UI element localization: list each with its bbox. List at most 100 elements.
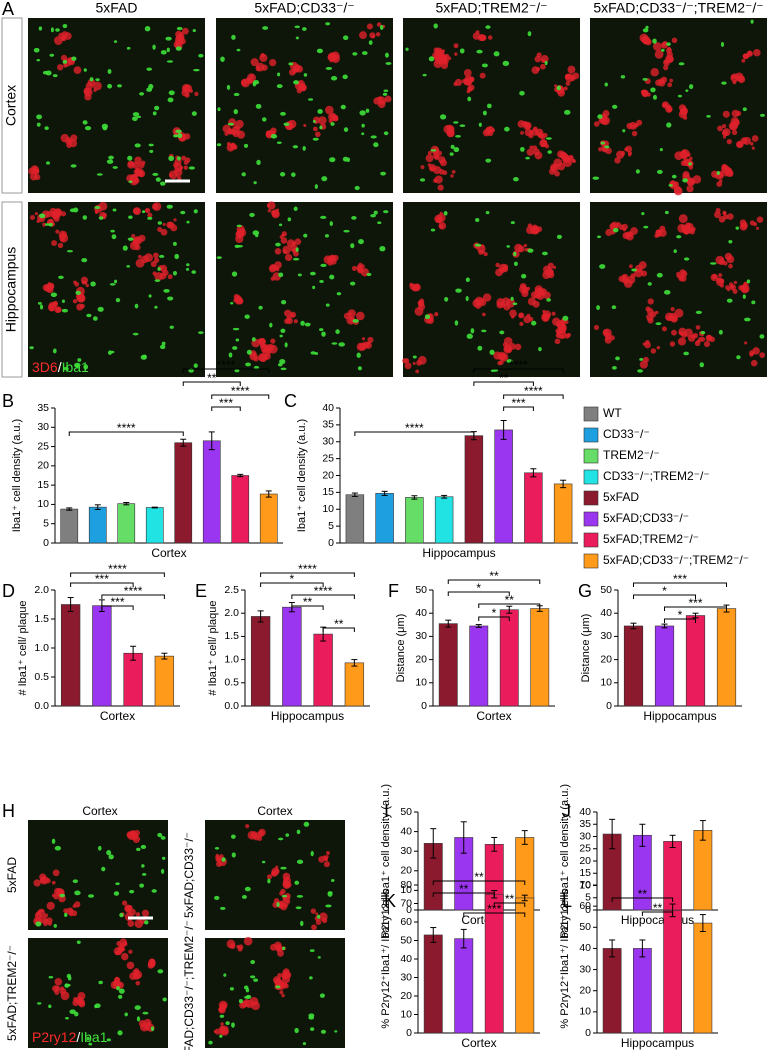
microglia [294,1027,299,1034]
microglia [597,114,603,119]
plaque-spot [678,275,685,282]
microglia [82,120,88,125]
microglia [481,329,487,333]
plaque-spot [731,129,738,136]
microglia [735,226,740,230]
plaque-spot [250,58,259,67]
plaque-spot [303,123,307,127]
bar [553,483,573,544]
plaque-spot [677,337,687,346]
plaque-spot [173,218,177,222]
y-tick-label: 40 [579,806,591,818]
microglia [275,242,281,247]
microglia [596,305,600,311]
plaque-spot [175,30,183,38]
plaque-spot [213,1029,217,1034]
plaque-spot [84,93,92,101]
microglia [412,355,417,359]
plaque-spot [236,944,240,949]
microglia [157,221,162,225]
significance-bracket [182,381,241,386]
microglia [77,358,82,362]
plaque-spot [147,962,155,969]
microglia [124,1012,128,1017]
microglia [113,279,118,284]
microglia [61,299,65,303]
microglia [699,362,704,368]
microglia [251,337,256,342]
microglia [118,988,125,994]
plaque-spot [514,343,522,351]
plaque-spot [78,1000,86,1008]
plaque-spot [638,261,647,270]
column-header: Cortex [82,804,117,818]
plaque-spot [450,174,454,178]
plaque-spot [729,284,734,289]
plaque-spot [229,943,236,950]
plaque-spot [439,211,443,215]
plaque-spot [249,74,254,79]
image-background [590,18,767,193]
plaque-spot [290,313,295,318]
plaque-spot [602,328,612,338]
microglia [504,126,510,132]
legend-label: 5xFAD;CD33⁻/⁻;TREM2⁻/⁻ [603,553,749,567]
microglia [324,234,329,238]
plaque-spot [60,211,67,217]
microglia [48,1004,52,1009]
bar [469,625,489,707]
microglia [229,987,234,991]
y-tick-label: 10 [400,884,412,896]
microglia [276,902,280,907]
plaque-spot [29,173,38,181]
microglia [383,131,389,136]
significance-label: *** [688,596,702,610]
plaque-spot [46,284,51,289]
significance-label: **** [509,358,528,372]
microglia [144,26,151,32]
bar [117,503,136,544]
plaque-spot [742,136,752,145]
plaque-spot [654,233,659,239]
plaque-spot [482,293,492,302]
microglia [383,89,389,92]
microglia [302,1042,307,1046]
plaque-spot [484,127,492,135]
plaque-spot [133,207,142,216]
microglia [742,294,746,299]
plaque-spot [714,211,721,219]
microglia [643,225,649,229]
plaque-spot [614,157,621,164]
significance-bracket [322,627,355,632]
plaque-spot [695,325,701,330]
plaque-spot [517,245,525,253]
microglia [329,274,335,280]
microglia [716,171,720,175]
microglia [168,90,175,96]
plaque-spot [330,113,336,120]
microglia [175,129,182,133]
microglia [118,994,123,999]
microglia [98,845,102,851]
microglia [144,920,149,925]
plaque-spot [47,282,51,286]
y-tick-label: 10 [579,1006,591,1018]
microglia [316,914,321,919]
y-tick-label: 2.0 [34,584,49,596]
microglia [233,92,240,97]
microglia [454,320,459,326]
microglia [219,1014,225,1018]
y-tick-label: 0.0 [224,700,239,712]
significance-bracket [478,603,541,608]
microglia [139,883,145,888]
y-tick-label: 20 [400,865,412,877]
microglia [186,267,190,271]
plaque-spot [628,153,632,157]
microglia [368,40,373,45]
panel-letter: H [2,801,15,821]
plaque-spot [246,77,253,84]
significance-bracket [70,572,165,577]
microglia [470,328,475,334]
y-tick-label: 15 [37,479,49,491]
significance-label: **** [314,584,333,598]
